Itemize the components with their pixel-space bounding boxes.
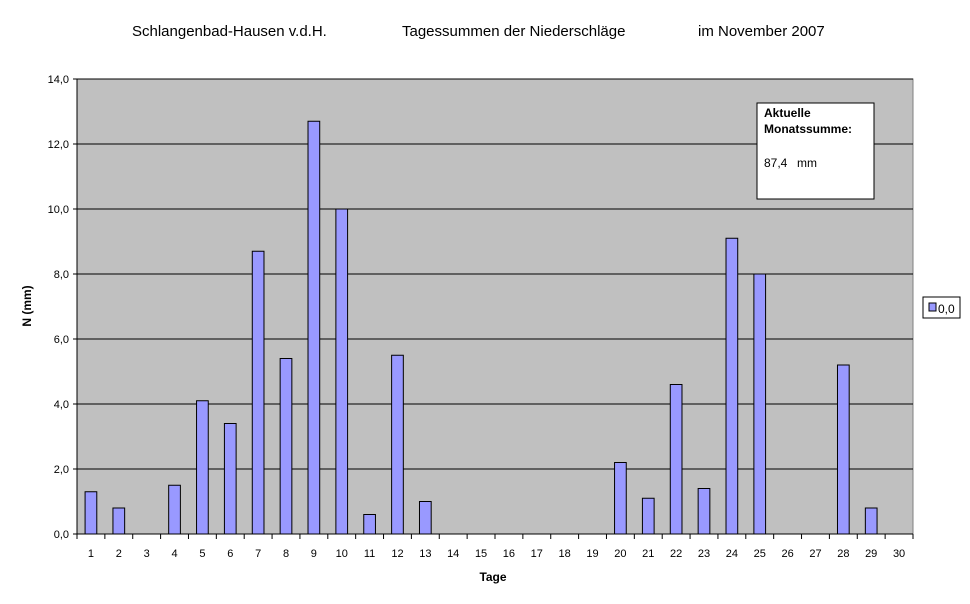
bar-day-21 xyxy=(641,497,655,535)
bar-day-10 xyxy=(335,208,349,535)
x-tick-label: 27 xyxy=(809,548,821,560)
y-axis-title: N (mm) xyxy=(20,285,34,326)
monthly-sum-unit: mm xyxy=(797,156,817,170)
y-tick-label: 8,0 xyxy=(54,269,69,281)
x-tick-label: 28 xyxy=(837,548,849,560)
x-tick-label: 4 xyxy=(171,548,177,560)
x-tick-label: 16 xyxy=(503,548,515,560)
x-tick-label: 12 xyxy=(391,548,403,560)
bar-day-1 xyxy=(84,491,98,535)
bar-day-4 xyxy=(168,484,181,535)
x-tick-label: 2 xyxy=(116,548,122,560)
x-tick-label: 17 xyxy=(531,548,543,560)
x-tick-label: 3 xyxy=(144,548,150,560)
x-tick-label: 22 xyxy=(670,548,682,560)
bar-day-23 xyxy=(697,488,711,535)
y-tick-label: 4,0 xyxy=(54,399,69,411)
x-tick-label: 21 xyxy=(642,548,654,560)
bar-day-6 xyxy=(223,423,237,535)
x-tick-label: 7 xyxy=(255,548,261,560)
x-tick-label: 29 xyxy=(865,548,877,560)
y-tick-label: 10,0 xyxy=(48,204,69,216)
bar-day-20 xyxy=(614,462,627,535)
monthly-sum-frame xyxy=(756,102,875,200)
chart-title-period: im November 2007 xyxy=(698,23,825,40)
bar-day-11 xyxy=(363,514,376,535)
monthly-sum-label-line1: Aktuelle xyxy=(764,106,811,120)
bar-day-28 xyxy=(836,364,850,535)
x-tick-label: 23 xyxy=(698,548,710,560)
x-tick-label: 25 xyxy=(754,548,766,560)
y-tick-label: 6,0 xyxy=(54,334,69,346)
x-tick-label: 14 xyxy=(447,548,459,560)
x-tick-label: 18 xyxy=(559,548,571,560)
x-tick-label: 1 xyxy=(88,548,94,560)
bar-day-8 xyxy=(279,358,293,535)
y-tick-label: 12,0 xyxy=(48,139,69,151)
monthly-sum-label-line2: Monatssumme: xyxy=(764,122,852,136)
legend-frame xyxy=(922,296,961,319)
bar-day-7 xyxy=(251,250,265,535)
legend: 0,0 xyxy=(922,296,961,319)
legend-swatch xyxy=(928,302,937,312)
bar-day-12 xyxy=(391,354,404,535)
x-tick-label: 13 xyxy=(419,548,431,560)
x-tick-label: 15 xyxy=(475,548,487,560)
x-tick-label: 9 xyxy=(311,548,317,560)
bar-day-25 xyxy=(753,273,767,535)
monthly-sum-value: 87,4 xyxy=(764,156,788,170)
chart-title-description: Tagessummen der Niederschläge xyxy=(402,23,625,40)
bar-day-24 xyxy=(725,237,739,535)
x-axis-title: Tage xyxy=(479,570,506,584)
legend-label: 0,0 xyxy=(938,302,955,316)
bar-day-22 xyxy=(669,384,683,535)
bar-day-29 xyxy=(864,507,878,535)
bar-day-9 xyxy=(307,120,321,535)
bar-day-2 xyxy=(112,507,126,535)
x-tick-label: 24 xyxy=(726,548,738,560)
x-tick-label: 19 xyxy=(586,548,598,560)
y-axis-ticks: 0,0 2,0 4,0 6,0 8,0 10,0 12,0 14,0 xyxy=(48,74,77,541)
y-tick-label: 2,0 xyxy=(54,464,69,476)
x-axis-ticks: 1 2 3 4 5 6 7 8 9 10 11 12 13 14 15 16 17 18 19 20 21 22 23 24 2… xyxy=(76,534,914,560)
x-tick-label: 30 xyxy=(893,548,905,560)
x-tick-label: 6 xyxy=(227,548,233,560)
x-tick-label: 8 xyxy=(283,548,289,560)
bar-day-13 xyxy=(418,501,432,535)
y-tick-label: 0,0 xyxy=(54,529,69,541)
y-tick-label: 14,0 xyxy=(48,74,69,86)
chart-title-location: Schlangenbad-Hausen v.d.H. xyxy=(132,23,327,40)
x-tick-label: 20 xyxy=(614,548,626,560)
x-tick-label: 5 xyxy=(199,548,205,560)
x-tick-label: 26 xyxy=(781,548,793,560)
x-tick-label: 10 xyxy=(336,548,348,560)
monthly-sum-box: Aktuelle Monatssumme: 87,4 mm xyxy=(756,102,875,200)
x-tick-label: 11 xyxy=(364,548,375,560)
bar-day-5 xyxy=(196,400,209,535)
